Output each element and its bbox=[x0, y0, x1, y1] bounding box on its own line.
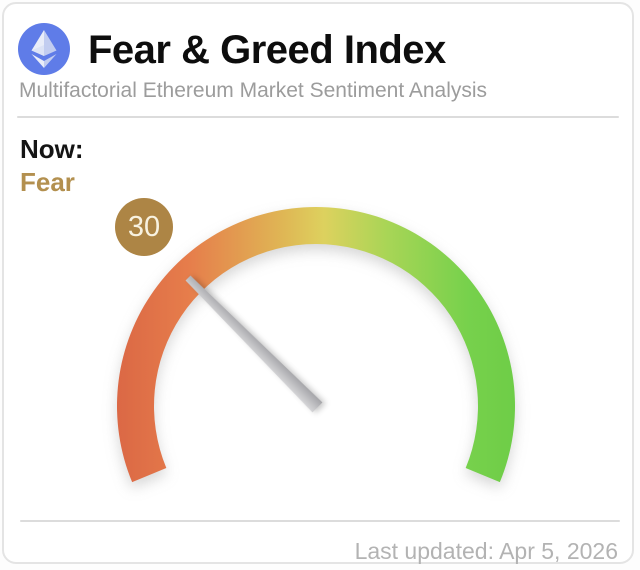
value-badge: 30 bbox=[115, 198, 173, 256]
gauge-needle bbox=[185, 275, 323, 413]
last-updated-label: Last updated: Apr 5, 2026 bbox=[354, 538, 618, 564]
footer-divider bbox=[20, 520, 620, 522]
page-subtitle: Multifactorial Ethereum Market Sentiment… bbox=[19, 79, 488, 102]
now-label: Now: bbox=[20, 134, 84, 164]
page-title: Fear & Greed Index bbox=[88, 28, 446, 72]
value-badge-number: 30 bbox=[127, 210, 161, 243]
gauge-arc bbox=[116, 206, 515, 483]
widget-card bbox=[2, 2, 634, 564]
sentiment-label: Fear bbox=[20, 167, 75, 197]
ethereum-icon bbox=[18, 23, 70, 75]
header-divider bbox=[17, 116, 619, 118]
